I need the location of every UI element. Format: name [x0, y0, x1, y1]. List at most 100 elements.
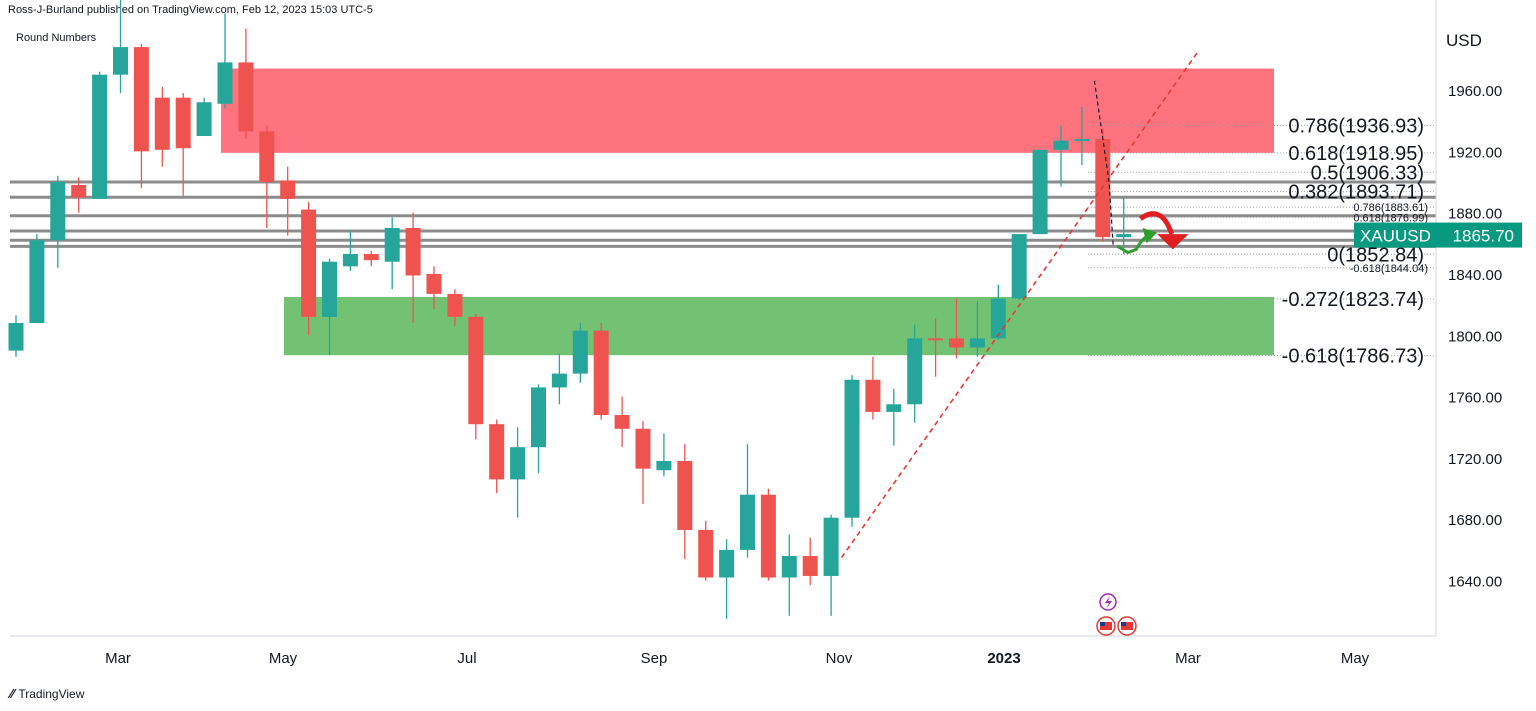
currency-label: USD — [1446, 31, 1482, 50]
publisher-header: Ross-J-Burland published on TradingView.… — [8, 4, 373, 16]
fib-level-label: 0.786(1936.93) — [1288, 115, 1424, 137]
lightning-event-icon — [1099, 593, 1117, 611]
fib-level-label: 0.618(1918.95) — [1288, 143, 1424, 165]
candle-body — [133, 47, 149, 152]
up-arrow-head-icon — [1142, 227, 1158, 244]
down-arrow-head-icon — [1157, 234, 1189, 250]
y-tick-label: 1720.00 — [1448, 451, 1502, 468]
y-tick-label: 1880.00 — [1448, 206, 1502, 223]
y-tick-label: 1760.00 — [1448, 390, 1502, 407]
candle-body — [489, 424, 505, 480]
candle-body — [280, 180, 296, 199]
fib-level-label: 0.382(1893.71) — [1288, 182, 1424, 204]
candle-body — [531, 387, 546, 448]
x-tick-label: May — [269, 650, 298, 667]
x-tick-label: Mar — [105, 650, 131, 667]
candle-body — [8, 323, 24, 351]
support-zone — [284, 296, 1274, 356]
candle-body — [802, 556, 818, 576]
candle-body — [635, 428, 651, 469]
candle-body — [865, 379, 881, 412]
candle-body — [698, 529, 714, 578]
candle-body — [1053, 140, 1069, 150]
y-tick-label: 1920.00 — [1448, 144, 1502, 161]
price-tag — [1354, 222, 1522, 248]
x-tick-label: Jul — [457, 650, 476, 667]
fib-level-label: 0.5(1906.33) — [1311, 162, 1424, 184]
y-tick-label: 1680.00 — [1448, 512, 1502, 529]
candle-body — [384, 227, 400, 262]
candle-body — [405, 227, 421, 276]
symbol-label: XAUUSD — [1360, 227, 1431, 246]
us-flag-stripes-icon — [1121, 622, 1133, 630]
lightning-bolt-icon — [1105, 596, 1112, 609]
fib-small-label: 0.786(1883.61) — [1353, 202, 1428, 214]
y-tick-label: 1800.00 — [1448, 328, 1502, 345]
candle-body — [969, 338, 985, 348]
candle-body — [217, 62, 233, 104]
y-tick-label: 1960.00 — [1448, 83, 1502, 100]
candle-body — [949, 338, 964, 348]
candle-body — [175, 97, 191, 149]
candle-body — [447, 293, 463, 317]
candle-body — [154, 97, 170, 150]
fib-level-label: 0(1852.84) — [1327, 244, 1424, 266]
candle-body — [468, 316, 484, 425]
candle-body — [614, 414, 630, 429]
x-tick-label: Mar — [1175, 650, 1201, 667]
trend-line — [840, 52, 1198, 559]
tradingview-footer[interactable]: ⁄∕ TradingView — [10, 686, 84, 701]
candle-body — [322, 261, 337, 317]
candle-body — [301, 209, 317, 317]
candle-body — [342, 254, 358, 267]
candle-body — [928, 338, 944, 341]
resistance-zone — [221, 68, 1274, 153]
y-tick-label: 1640.00 — [1448, 574, 1502, 591]
candle-body — [551, 373, 567, 388]
candle-body — [677, 460, 693, 530]
down-arrow-icon — [1138, 211, 1175, 235]
candle-body — [823, 517, 839, 576]
candle-body — [656, 460, 672, 471]
candle-body — [71, 185, 87, 198]
fib-level-label: -0.618(1786.73) — [1282, 346, 1424, 368]
us-flag-stripes-icon — [1100, 622, 1112, 630]
candle-body — [719, 549, 735, 578]
candle-body — [50, 181, 66, 241]
candle-body — [844, 379, 860, 518]
us-flag-canton-icon — [1121, 622, 1126, 626]
x-tick-label: 2023 — [987, 650, 1020, 667]
candle-body — [113, 47, 128, 75]
candle-body — [781, 556, 797, 578]
us-flag-canton-icon — [1100, 622, 1105, 626]
candle-body — [1074, 139, 1090, 142]
candle-body — [1032, 149, 1048, 235]
y-tick-label: 1840.00 — [1448, 267, 1502, 284]
candle-body — [238, 62, 254, 132]
tradingview-logo-icon: ⁄∕ — [10, 686, 15, 701]
candle-body — [907, 338, 923, 405]
x-tick-label: Nov — [826, 650, 853, 667]
x-tick-label: Sep — [641, 650, 668, 667]
candle-body — [990, 298, 1006, 339]
candle-body — [1116, 234, 1132, 238]
candle-body — [196, 102, 212, 136]
candle-body — [363, 254, 379, 261]
fib-level-label: -0.272(1823.74) — [1282, 289, 1424, 311]
candle-body — [1095, 139, 1111, 238]
candle-body — [572, 330, 588, 374]
fib-small-label: 0.618(1876.99) — [1353, 212, 1428, 224]
candle-body — [593, 330, 609, 415]
candle-body — [426, 273, 442, 294]
candle-body — [510, 447, 526, 480]
chart-title: Round Numbers — [16, 32, 97, 44]
candle-body — [92, 74, 108, 199]
candle-body — [760, 494, 776, 578]
fib-small-label: -0.618(1844.04) — [1350, 263, 1428, 275]
candle-body — [886, 404, 902, 412]
candle-body — [29, 240, 45, 324]
x-tick-label: May — [1341, 650, 1370, 667]
candle-body — [259, 131, 275, 182]
candle-body — [1011, 234, 1027, 299]
